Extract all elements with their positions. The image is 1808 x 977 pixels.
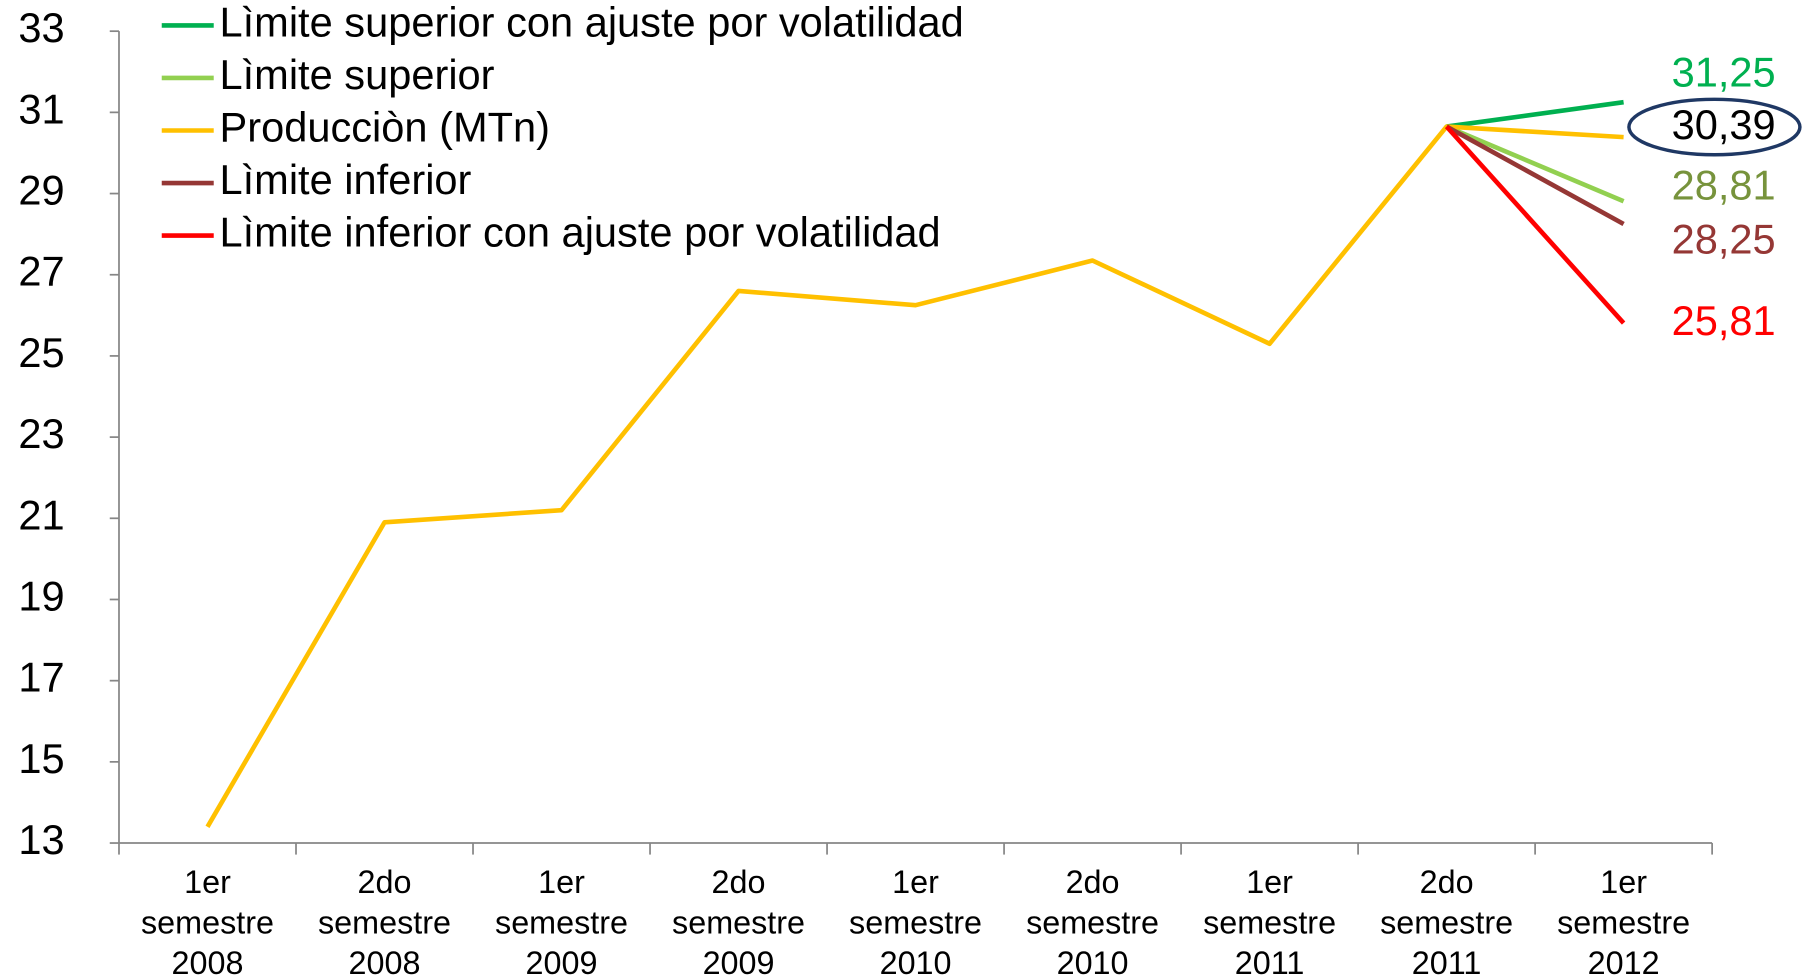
- x-tick-label: 2008: [172, 945, 244, 977]
- y-tick-label: 21: [18, 491, 64, 538]
- x-tick-label: semestre: [1380, 905, 1513, 941]
- value-label: 28,81: [1672, 162, 1776, 209]
- x-tick-label: 1er: [892, 864, 939, 900]
- x-tick-label: 2009: [703, 945, 775, 977]
- y-tick-label: 29: [18, 167, 64, 214]
- series-line: [1444, 125, 1626, 325]
- y-tick-label: 17: [18, 654, 64, 701]
- x-tick-label: 2do: [1420, 864, 1474, 900]
- highlight-circle: [1627, 97, 1802, 157]
- x-tick-label: 1er: [538, 864, 585, 900]
- x-tick-label: 2009: [526, 945, 598, 977]
- legend-label: Producciòn (MTn): [220, 103, 550, 150]
- legend-label: Lìmite superior con ajuste por volatilid…: [220, 0, 964, 45]
- value-label: 31,25: [1672, 49, 1776, 96]
- x-tick-label: 2010: [880, 945, 952, 977]
- y-tick-label: 13: [18, 816, 64, 863]
- legend-label: Lìmite inferior: [220, 156, 472, 203]
- x-tick-label: semestre: [1557, 905, 1690, 941]
- y-tick-label: 15: [18, 735, 64, 782]
- x-tick-label: 1er: [1246, 864, 1293, 900]
- series-line: [205, 124, 1624, 828]
- x-tick-label: 1er: [1600, 864, 1647, 900]
- y-tick-label: 25: [18, 329, 64, 376]
- x-tick-label: semestre: [849, 905, 982, 941]
- x-tick-label: 2011: [1412, 945, 1482, 977]
- legend-label: Lìmite inferior con ajuste por volatilid…: [220, 209, 941, 256]
- y-tick-label: 19: [18, 572, 64, 619]
- series-line: [1445, 124, 1625, 227]
- x-tick-label: semestre: [1026, 905, 1159, 941]
- x-tick-label: 2012: [1588, 945, 1660, 977]
- x-tick-label: semestre: [672, 905, 805, 941]
- value-label: 30,39: [1672, 101, 1776, 148]
- series-line: [1446, 99, 1624, 129]
- x-tick-label: semestre: [141, 905, 274, 941]
- y-tick-label: 27: [18, 248, 64, 295]
- y-tick-label: 23: [18, 410, 64, 457]
- x-tick-label: 2do: [358, 864, 412, 900]
- y-tick-label: 33: [18, 4, 64, 51]
- value-label: 25,81: [1672, 297, 1776, 344]
- x-tick-label: 1er: [184, 864, 231, 900]
- value-label: 28,25: [1672, 215, 1776, 262]
- series-line: [1445, 124, 1625, 204]
- x-tick-label: 2008: [349, 945, 421, 977]
- x-tick-label: 2do: [1066, 864, 1120, 900]
- x-tick-label: 2do: [712, 864, 766, 900]
- y-tick-label: 31: [18, 85, 64, 132]
- x-tick-label: 2010: [1057, 945, 1129, 977]
- x-tick-label: semestre: [1203, 905, 1336, 941]
- x-tick-label: semestre: [495, 905, 628, 941]
- legend-label: Lìmite superior: [220, 51, 495, 98]
- x-tick-label: semestre: [318, 905, 451, 941]
- x-tick-label: 2011: [1235, 945, 1305, 977]
